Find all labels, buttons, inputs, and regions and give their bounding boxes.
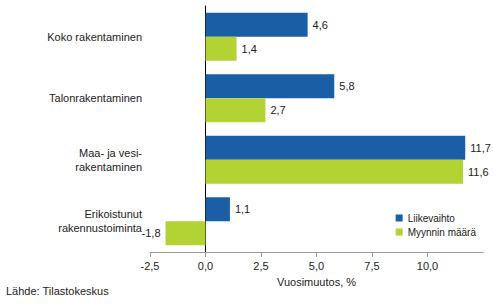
svg-text:rakentaminen: rakentaminen xyxy=(75,161,142,173)
svg-text:2,5: 2,5 xyxy=(253,260,268,272)
svg-text:5,0: 5,0 xyxy=(309,260,324,272)
svg-text:-1,8: -1,8 xyxy=(142,227,161,239)
svg-text:-2,5: -2,5 xyxy=(141,260,160,272)
svg-text:rakennustoiminta: rakennustoiminta xyxy=(58,222,143,234)
svg-text:Erikoistunut: Erikoistunut xyxy=(85,208,142,220)
svg-text:5,8: 5,8 xyxy=(339,80,354,92)
svg-text:Vuosimuutos, %: Vuosimuutos, % xyxy=(277,276,356,288)
svg-text:Koko rakentaminen: Koko rakentaminen xyxy=(47,31,142,43)
svg-text:1,1: 1,1 xyxy=(235,203,250,215)
svg-text:Talonrakentaminen: Talonrakentaminen xyxy=(49,92,142,104)
svg-text:Maa- ja vesi-: Maa- ja vesi- xyxy=(79,147,142,159)
svg-text:0,0: 0,0 xyxy=(198,260,213,272)
svg-text:Myynnin määrä: Myynnin määrä xyxy=(408,227,477,238)
svg-text:Lähde: Tilastokeskus: Lähde: Tilastokeskus xyxy=(6,285,109,297)
svg-text:2,7: 2,7 xyxy=(270,104,285,116)
svg-text:4,6: 4,6 xyxy=(313,19,328,31)
svg-text:11,6: 11,6 xyxy=(468,166,489,178)
svg-text:1,4: 1,4 xyxy=(242,43,257,55)
svg-text:7,5: 7,5 xyxy=(364,260,379,272)
svg-text:10,0: 10,0 xyxy=(417,260,438,272)
svg-text:Liikevaihto: Liikevaihto xyxy=(408,213,456,224)
svg-text:11,7: 11,7 xyxy=(470,142,491,154)
